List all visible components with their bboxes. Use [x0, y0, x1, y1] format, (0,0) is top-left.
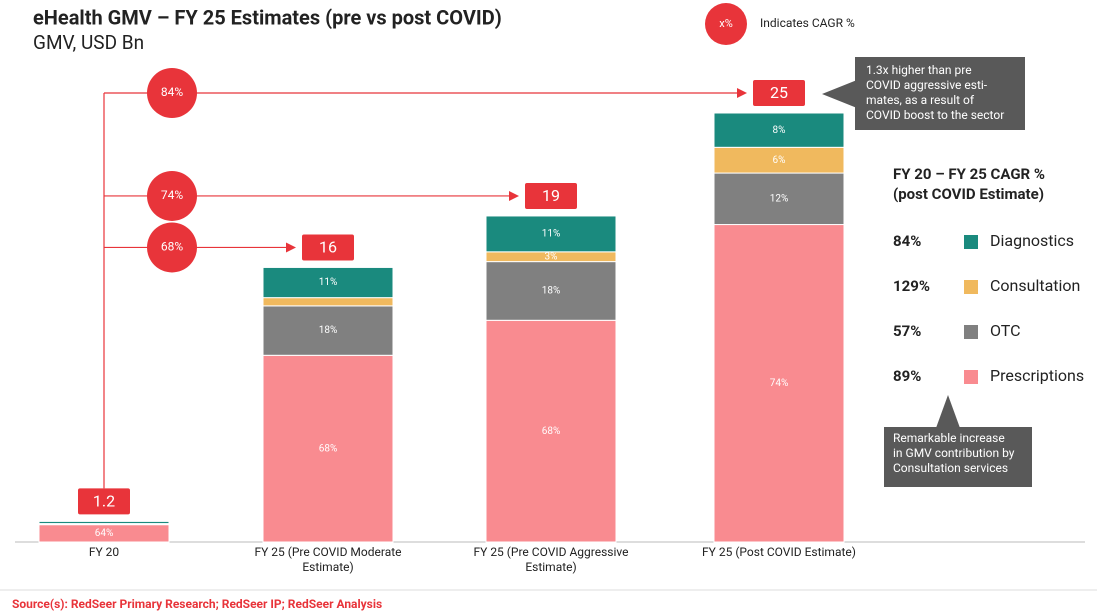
- data-label: 8%: [773, 125, 786, 136]
- key-circle: [705, 3, 747, 45]
- total-label: 19: [542, 186, 560, 205]
- data-label: 12%: [770, 193, 789, 204]
- cagr-label: 84%: [161, 85, 183, 99]
- bar-segment: [262, 305, 394, 356]
- legend-cagr: 84%: [893, 232, 921, 250]
- legend-title: FY 20 – FY 25 CAGR %: [893, 165, 1045, 183]
- chart-title: eHealth GMV – FY 25 Estimates (pre vs po…: [33, 5, 502, 29]
- data-label: 68%: [542, 426, 561, 437]
- annotation: in GMV contribution by: [893, 446, 1015, 460]
- bar-segment: [262, 354, 394, 543]
- total-box: [525, 182, 577, 209]
- legend-cagr: 129%: [893, 277, 930, 295]
- bar-segment: [713, 224, 845, 543]
- arrow-head: [737, 88, 747, 98]
- legend-swatch: [964, 370, 978, 384]
- callout-pointer: [822, 80, 857, 108]
- legend-cagr: 89%: [893, 367, 921, 385]
- key-symbol: x%: [719, 17, 733, 30]
- bar-segment: [485, 215, 617, 253]
- legend-label: Prescriptions: [990, 366, 1084, 385]
- data-label: 18%: [319, 325, 338, 336]
- x-tick-label: FY 25 (Pre COVID Aggressive Estimate): [474, 545, 629, 574]
- x-tick-label: FY 25 (Post COVID Estimate): [702, 545, 856, 559]
- data-label: 18%: [542, 286, 561, 297]
- annotation: COVID aggressive esti-: [866, 78, 988, 92]
- callout-box: [884, 427, 1032, 487]
- bar-segment: [485, 319, 617, 543]
- bar-segment: [713, 112, 845, 148]
- bar-segment: [262, 266, 394, 299]
- bar-segment: [713, 172, 845, 226]
- annotation: COVID boost to the sector: [866, 108, 1004, 122]
- callout-box: [855, 57, 1025, 130]
- source: Source(s): RedSeer Primary Research; Red…: [12, 597, 382, 611]
- bar-segment: [713, 146, 845, 174]
- cagr-circle: [147, 222, 197, 273]
- data-label: 6%: [773, 155, 786, 166]
- annotation: mates, as a result of: [866, 93, 975, 107]
- legend-label: Consultation: [990, 276, 1080, 295]
- bar-segment: [38, 520, 170, 525]
- cagr-circle: [147, 170, 197, 221]
- legend-swatch: [964, 280, 978, 294]
- chart-subtitle: GMV, USD Bn: [33, 31, 144, 54]
- legend-swatch: [964, 235, 978, 249]
- legend-cagr: 57%: [893, 322, 921, 340]
- legend-label: Diagnostics: [990, 231, 1074, 250]
- x-tick-label: FY 20: [89, 545, 120, 559]
- annotation: Consultation services: [893, 461, 1008, 475]
- legend-title: (post COVID Estimate): [893, 185, 1044, 203]
- cagr-label: 68%: [161, 240, 183, 254]
- annotation: 1.3x higher than pre: [866, 63, 972, 77]
- total-label: 1.2: [93, 492, 115, 511]
- cagr-circle: [147, 68, 197, 118]
- legend-label: OTC: [990, 321, 1021, 340]
- callout-pointer: [936, 395, 960, 428]
- legend-swatch: [964, 325, 978, 339]
- cagr-label: 74%: [161, 188, 183, 202]
- data-label: 68%: [319, 443, 338, 454]
- total-label: 16: [319, 238, 337, 257]
- arrow-head: [509, 190, 519, 201]
- data-label: 74%: [770, 378, 789, 389]
- bar-segment: [262, 297, 394, 307]
- x-tick-label: FY 25 (Pre COVID Moderate Estimate): [254, 545, 401, 574]
- arrow-head: [286, 242, 296, 253]
- key-text: Indicates CAGR %: [760, 16, 855, 30]
- total-box: [753, 80, 805, 106]
- total-label: 25: [770, 83, 788, 102]
- total-box: [302, 234, 354, 261]
- data-label: 3%: [545, 251, 558, 262]
- data-label: 11%: [542, 229, 561, 240]
- annotation: Remarkable increase: [893, 431, 1005, 445]
- bar-segment: [485, 261, 617, 321]
- data-label: 64%: [95, 528, 114, 539]
- data-label: 11%: [319, 277, 338, 288]
- total-box: [78, 488, 130, 515]
